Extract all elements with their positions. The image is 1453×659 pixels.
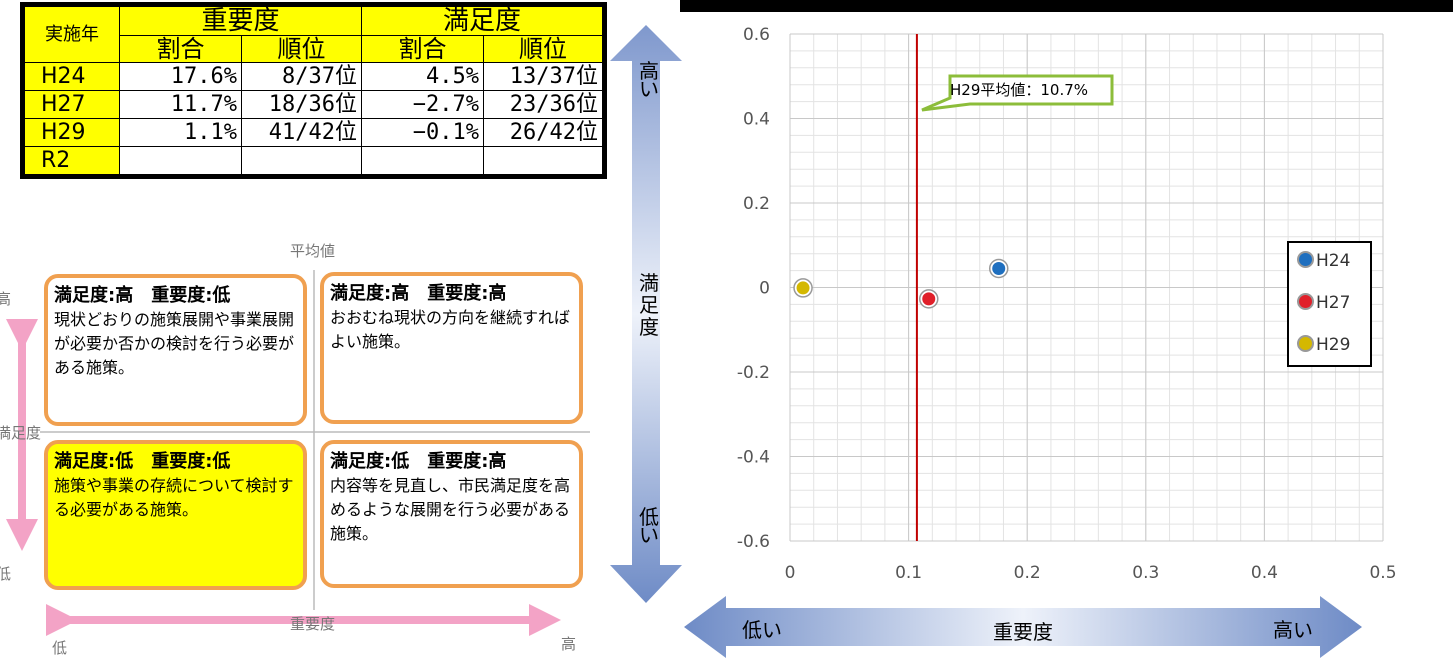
subheader: 順位 [483,35,605,63]
data-point-h29 [796,281,810,295]
satisfaction-ratio: −0.1% [361,118,484,147]
x-tick-label: 0.4 [1251,563,1278,583]
importance-rank: 41/42位 [241,118,362,147]
table-row: H24 17.6% 8/37位 4.5% 13/37位 [22,62,605,91]
quadrant-description: 内容等を見直し、市民満足度を高めるような展開を行う必要がある施策。 [330,476,571,543]
quadrant-high-sat-high-imp: 満足度:高 重要度:高 おおむね現状の方向を継続すればよい施策。 [320,272,583,424]
average-label: 平均値 [290,242,336,260]
guide-y-label: 満足度 [0,424,42,442]
quadrant-description: 施策や事業の存続について検討する必要がある施策。 [54,476,294,519]
x-tick-label: 0.1 [895,563,922,583]
importance-rank [241,146,362,177]
quadrant-high-sat-low-imp: 満足度:高 重要度:低 現状どおりの施策展開や事業展開が必要か否かの検討を行う必… [44,274,307,426]
importance-ratio [119,146,242,177]
year-cell: H29 [22,118,120,147]
guide-graphics [6,270,590,636]
importance-rank: 8/37位 [241,62,362,91]
bottom-arrow-label: 重要度 [993,620,1053,644]
quadrant-description: 現状どおりの施策展開や事業展開が必要か否かの検討を行う必要がある施策。 [54,310,295,377]
importance-ratio: 1.1% [119,118,242,147]
legend-label: H27 [1316,293,1351,313]
summary-table: 実施年 重要度 満足度 割合 順位 割合 順位 H24 17.6% 8/37位 … [20,2,607,179]
importance-ratio: 17.6% [119,62,242,91]
legend-item-h24: H24 [1297,251,1350,271]
side-arrow-label: 満足度 [639,271,659,339]
scatter-chart: 0 0.1 0.2 0.3 0.4 0.5 0.6 0.4 0.2 0 -0.2 -0.4 -0.6 [737,25,1397,583]
satisfaction-rank: 13/37位 [483,62,605,91]
quadrant-heading: 満足度:高 重要度:高 [330,283,507,304]
quadrant-low-sat-low-imp: 満足度:低 重要度:低 施策や事業の存続について検討する必要がある施策。 [44,440,307,590]
quadrant-heading: 満足度:高 重要度:低 [54,285,231,306]
importance-rank: 18/36位 [241,90,362,119]
x-tick-label: 0.5 [1369,563,1396,583]
quadrant-low-sat-high-imp: 満足度:低 重要度:高 内容等を見直し、市民満足度を高めるような展開を行う必要が… [320,440,583,588]
table-row: R2 [22,146,605,177]
quadrant-heading: 満足度:低 重要度:低 [54,451,231,472]
y-tick-label: -0.2 [737,363,770,383]
y-tick-label: 0 [759,279,770,299]
annotation-callout [921,74,1114,112]
side-arrow-high: 高い [639,59,659,101]
satisfaction-rank: 23/36位 [483,90,605,119]
axis-ticks: 0 0.1 0.2 0.3 0.4 0.5 0.6 0.4 0.2 0 -0.2 -0.4 -0.6 [737,25,1397,583]
x-tick-label: 0 [785,563,796,583]
satisfaction-ratio [361,146,484,177]
subheader: 割合 [361,35,484,63]
satisfaction-rank: 26/42位 [483,118,605,147]
table-row: H29 1.1% 41/42位 −0.1% 26/42位 [22,118,605,147]
guide-y-high: 高 [0,290,12,308]
bottom-arrow-low: 低い [742,618,782,642]
subheader: 順位 [241,35,362,63]
satisfaction-ratio: −2.7% [361,90,484,119]
legend-marker [1297,293,1314,310]
annotation-text: H29平均値：10.7% [950,81,1089,99]
major-grid [789,33,1384,542]
y-tick-label: -0.6 [737,532,770,552]
quadrant-description: おおむね現状の方向を継続すればよい施策。 [330,308,571,351]
data-point-h24 [992,261,1006,275]
satisfaction-big-arrow [610,25,682,603]
chart-legend: H24 H27 H29 [1287,241,1372,367]
importance-ratio: 11.7% [119,90,242,119]
legend-label: H29 [1316,335,1351,355]
y-tick-label: 0.6 [743,25,770,45]
legend-item-h27: H27 [1297,293,1350,313]
subheader: 割合 [119,35,242,63]
bottom-arrow-high: 高い [1273,618,1313,642]
legend-item-h29: H29 [1297,335,1350,355]
x-tick-label: 0.2 [1014,563,1041,583]
satisfaction-ratio: 4.5% [361,62,484,91]
data-points [793,258,1009,309]
table-corner: 実施年 [22,4,120,63]
legend-marker [1297,335,1314,352]
importance-big-arrow [684,596,1362,658]
satisfaction-rank [483,146,605,177]
group-satisfaction: 満足度 [361,4,605,36]
data-point-h27 [922,292,936,306]
guide-x-label: 重要度 [290,615,336,633]
year-cell: H24 [22,62,120,91]
y-tick-label: 0.4 [743,110,770,130]
x-tick-label: 0.3 [1132,563,1159,583]
side-arrow-low: 低い [639,505,659,547]
year-cell: R2 [22,146,120,177]
quadrant-heading: 満足度:低 重要度:高 [330,451,507,472]
guide-x-high: 高 [561,635,577,653]
year-cell: H27 [22,90,120,119]
y-tick-label: 0.2 [743,194,770,214]
top-bar [680,0,1453,12]
group-importance: 重要度 [119,4,362,36]
guide-x-low: 低 [52,639,68,657]
table-row: H27 11.7% 18/36位 −2.7% 23/36位 [22,90,605,119]
legend-label: H24 [1316,251,1351,271]
guide-y-low: 低 [0,565,12,583]
legend-marker [1297,251,1314,268]
y-tick-label: -0.4 [737,448,770,468]
